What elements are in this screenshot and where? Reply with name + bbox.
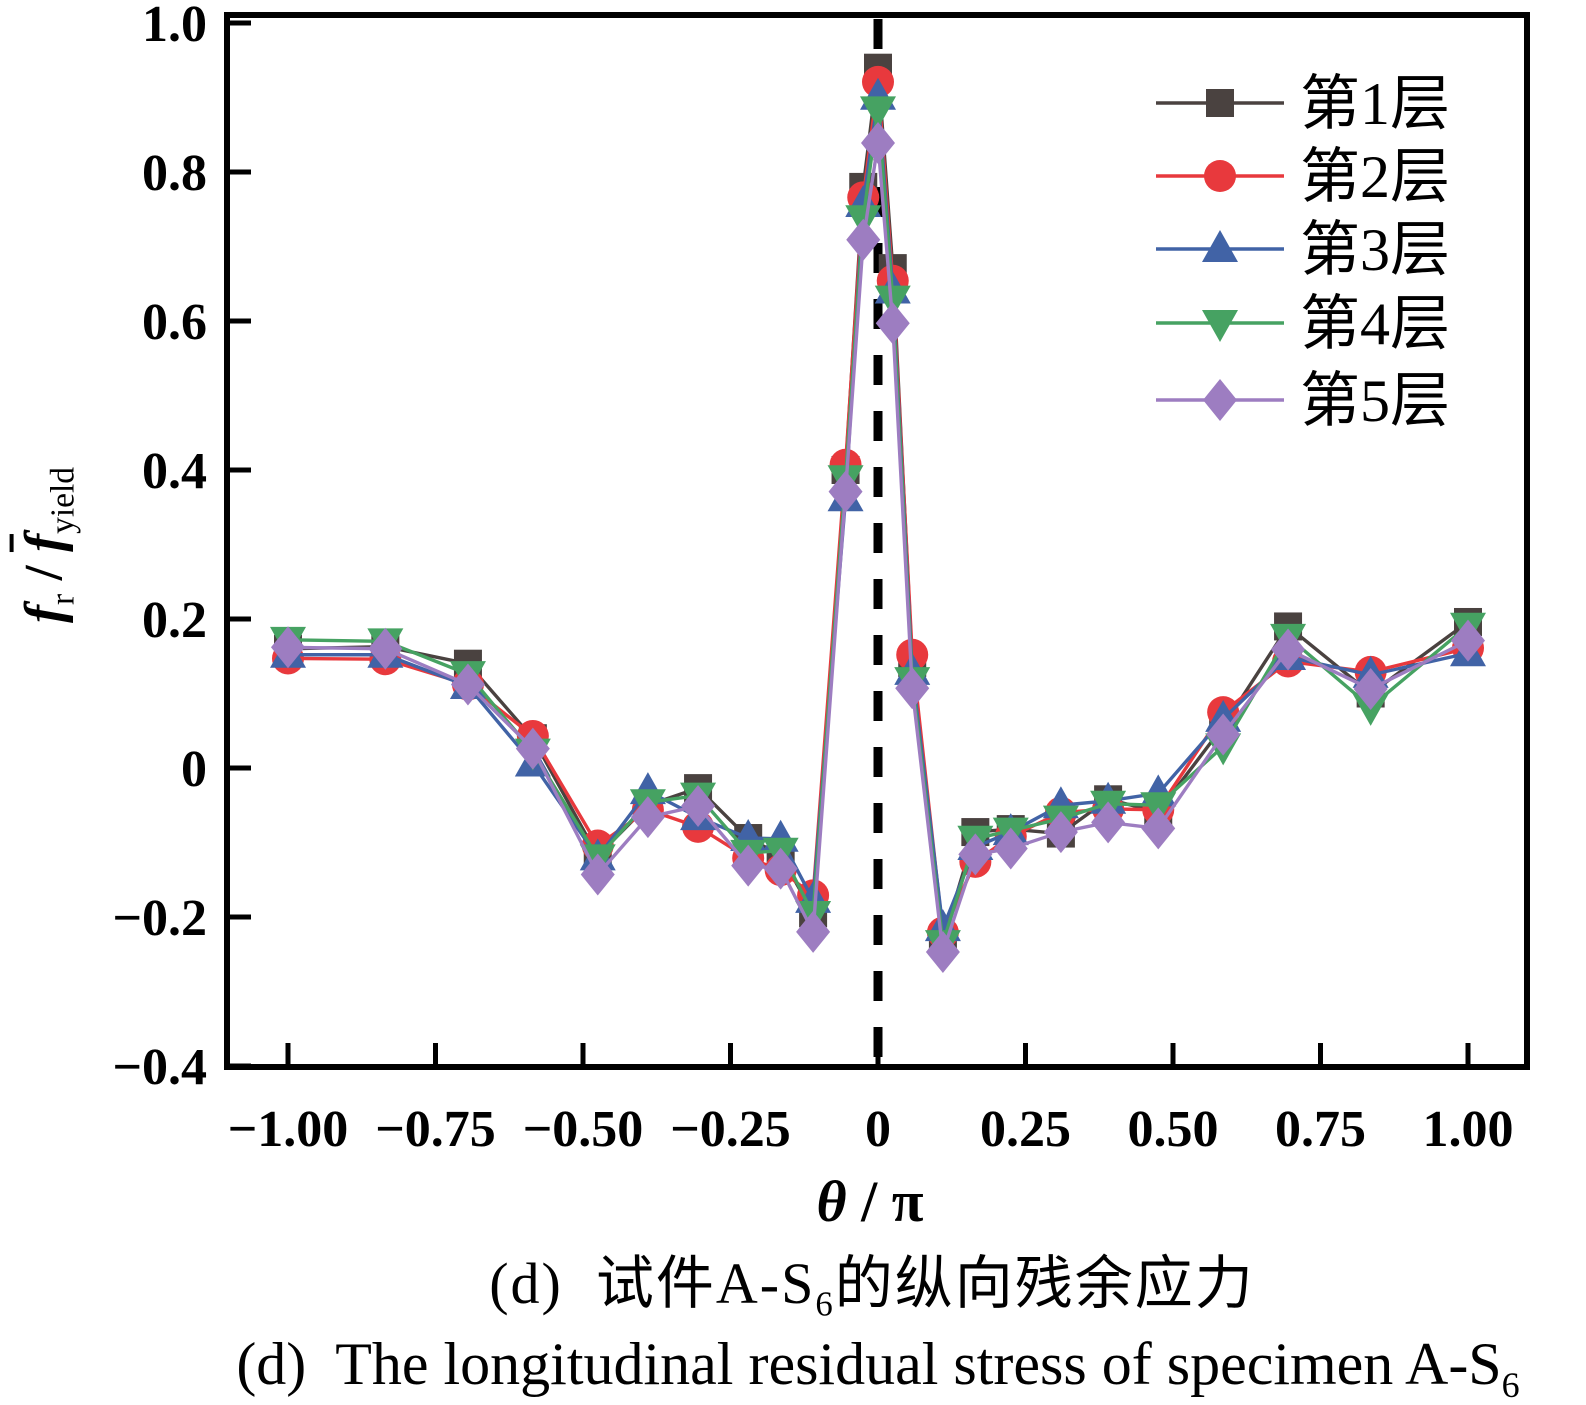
legend-item-5-marker xyxy=(1203,379,1237,421)
series-5-marker xyxy=(1353,668,1388,711)
x-tick-label: 0 xyxy=(865,1101,891,1158)
series-5-marker xyxy=(1206,713,1241,756)
y-tick-label: 1.0 xyxy=(142,0,207,53)
y-tick-label: 0.2 xyxy=(142,592,207,649)
series-5-marker xyxy=(450,663,485,706)
series-5-marker xyxy=(875,302,910,345)
series-5 xyxy=(271,121,1485,974)
x-tick-label: −0.50 xyxy=(523,1101,644,1158)
caption-en-prefix: (d) xyxy=(236,1331,307,1397)
series-5-marker xyxy=(895,667,930,710)
caption-en-main: The longitudinal residual stress of spec… xyxy=(335,1331,1502,1397)
legend-item-3-marker xyxy=(1202,230,1238,262)
series-5-marker xyxy=(861,121,895,164)
x-tick-label: −0.25 xyxy=(670,1101,791,1158)
plot-frame xyxy=(224,12,1530,1070)
legend-item-1: 第1层 xyxy=(1156,71,1450,137)
caption-zh-subscript: 6 xyxy=(815,1284,835,1324)
series-5-marker xyxy=(846,218,881,261)
y-axis-label-sub-r: r xyxy=(44,593,82,606)
legend-item-3: 第3层 xyxy=(1156,217,1450,283)
series-5-marker xyxy=(1141,807,1176,850)
series-5-marker xyxy=(681,784,716,827)
y-tick-label: −0.4 xyxy=(112,1039,207,1096)
y-tick-label: 0.6 xyxy=(142,294,207,351)
x-axis-label-pi: π xyxy=(891,1169,924,1234)
series-5-marker xyxy=(580,853,615,896)
series-4-marker xyxy=(874,285,911,318)
caption-zh-main: 试件A-S xyxy=(595,1251,816,1316)
x-tick-label: 1.00 xyxy=(1423,1101,1514,1158)
legend-item-1-label: 第1层 xyxy=(1300,71,1450,137)
legend-item-4-label: 第4层 xyxy=(1300,291,1450,357)
legend-item-2-marker xyxy=(1204,160,1236,192)
series-5-marker xyxy=(515,727,550,770)
series-5-marker xyxy=(828,470,863,513)
caption-zh-suffix: 的纵向残余应力 xyxy=(834,1251,1255,1316)
y-axis-label-sub-yield: yield xyxy=(44,466,82,534)
series-5-marker xyxy=(958,833,993,876)
series-5-marker xyxy=(796,910,831,953)
caption-chinese: (d) 试件A-S6的纵向残余应力 xyxy=(489,1236,1255,1325)
y-tick-label: 0 xyxy=(181,741,207,798)
x-axis-label-theta: θ xyxy=(816,1169,847,1234)
y-axis-label: fr / fyield xyxy=(9,466,83,624)
x-tick-label: 0.75 xyxy=(1275,1101,1366,1158)
series-5-marker xyxy=(1091,801,1126,844)
y-tick-label: 0.4 xyxy=(142,443,207,500)
legend-item-5-label: 第5层 xyxy=(1300,368,1450,434)
y-tick-label: −0.2 xyxy=(112,890,207,947)
series-4-marker xyxy=(860,96,896,129)
series-5-marker xyxy=(993,827,1028,870)
caption-en-subscript: 6 xyxy=(1501,1365,1520,1405)
series-5-marker xyxy=(630,796,665,839)
legend-item-2: 第2层 xyxy=(1156,144,1450,210)
x-tick-label: 0.25 xyxy=(980,1101,1071,1158)
caption-english: (d) The longitudinal residual stress of … xyxy=(236,1330,1519,1405)
legend-item-5: 第5层 xyxy=(1156,368,1450,434)
y-axis-label-slash: / xyxy=(13,551,74,594)
legend-item-2-label: 第2层 xyxy=(1300,144,1450,210)
y-axis-label-fbar: f xyxy=(9,533,74,552)
legend-item-4-marker xyxy=(1202,310,1238,342)
x-tick-label: 0.50 xyxy=(1128,1101,1219,1158)
x-tick-label: −0.75 xyxy=(375,1101,496,1158)
legend-item-3-label: 第3层 xyxy=(1300,217,1450,283)
series-5-marker xyxy=(1043,811,1078,854)
x-axis-label: θ / π xyxy=(816,1168,923,1235)
series-5-marker xyxy=(763,847,798,890)
x-axis-label-slash: / xyxy=(846,1169,892,1234)
x-tick-label: −1.00 xyxy=(228,1101,349,1158)
y-tick-label: 0.8 xyxy=(142,145,207,202)
caption-zh-prefix: (d) xyxy=(489,1251,563,1316)
series-5-marker xyxy=(1451,619,1485,662)
series-5-marker xyxy=(368,627,403,670)
series-5-marker xyxy=(925,931,960,974)
legend-item-1-marker xyxy=(1206,89,1234,117)
series-5-marker xyxy=(731,844,766,887)
legend-item-4: 第4层 xyxy=(1156,291,1450,357)
y-axis-label-f: f xyxy=(13,605,74,624)
series-5-marker xyxy=(271,626,305,669)
series-5-marker xyxy=(1271,628,1306,671)
